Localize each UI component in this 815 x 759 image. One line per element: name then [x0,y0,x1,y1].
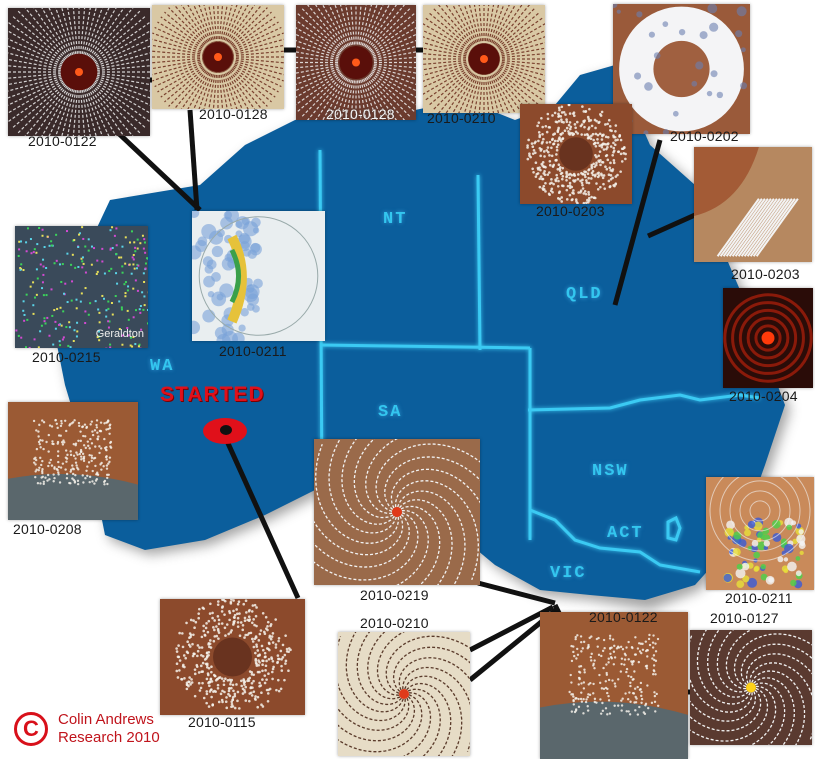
region-label-act: ACT [607,524,644,543]
photo-date-label: 2010-0122 [28,133,97,149]
photo-thumbnail[interactable] [520,104,632,204]
photo-thumbnail[interactable] [160,599,305,715]
connector-line [646,212,697,239]
photo-date-label: 2010-0203 [536,203,605,219]
photo-thumbnail[interactable] [690,630,812,745]
photo-thumbnail[interactable] [540,612,688,759]
photo-thumbnail[interactable] [423,5,545,113]
radar-image [540,612,688,759]
photo-thumbnail[interactable]: Geraldton [15,226,148,348]
radar-image [296,5,416,120]
photo-date-label: 2010-0210 [427,110,496,126]
photo-thumbnail[interactable] [192,211,325,341]
connector-line [219,428,301,600]
region-label-qld: QLD [566,285,603,304]
photo-thumbnail[interactable] [338,632,470,756]
photo-thumbnail[interactable] [694,147,812,262]
photo-date-label: 2010-0128 [199,106,268,122]
photo-thumbnail[interactable] [314,439,480,585]
region-label-sa: SA [378,403,403,422]
radar-image [192,211,325,341]
radar-image [423,5,545,113]
photo-thumbnail[interactable] [8,402,138,520]
credit: C Colin Andrews Research 2010 [14,711,160,747]
radar-image [15,226,148,348]
radar-image [338,632,470,756]
credit-line-1: Colin Andrews [58,711,154,728]
photo-thumbnail[interactable] [296,5,416,120]
connector-line [187,109,200,211]
region-label-wa: WA [150,357,175,376]
photo-thumbnail[interactable] [706,477,814,590]
photo-date-label: 2010-0204 [729,388,798,404]
photo-date-label: 2010-0203 [731,266,800,282]
started-marker[interactable] [201,416,249,446]
radar-image [690,630,812,745]
connector-line [468,604,555,653]
photo-thumbnail[interactable] [613,4,750,134]
radar-image [8,8,150,136]
radar-image [160,599,305,715]
radar-image [723,288,813,388]
radar-image [152,5,284,109]
photo-date-label: 2010-0115 [188,714,256,730]
photo-date-label: 2010-0215 [32,349,101,365]
connector-line [477,580,556,606]
photo-caption: Geraldton [95,328,144,340]
radar-image [706,477,814,590]
region-label-nt: NT [383,210,408,229]
photo-date-label: 2010-0202 [670,128,739,144]
photo-thumbnail[interactable] [723,288,813,388]
copyright-icon: C [14,712,48,746]
photo-date-label: 2010-0211 [725,590,793,606]
radar-image [314,439,480,585]
credit-text: Colin Andrews Research 2010 [58,711,160,747]
photo-date-label: 2010-0210 [360,615,429,631]
connector-line [612,139,663,306]
photo-date-label: 2010-0128 [326,106,395,122]
region-label-nsw: NSW [592,462,629,481]
radar-image [520,104,632,204]
photo-date-label: 2010-0219 [360,587,429,603]
photo-date-label: 2010-0122 [589,609,658,625]
photo-date-label: 2010-0211 [219,343,287,359]
connector-line [113,128,202,212]
photo-thumbnail[interactable] [8,8,150,136]
photo-date-label: 2010-0127 [710,610,779,626]
started-label: STARTED [160,383,265,406]
photo-date-label: 2010-0208 [13,521,82,537]
photo-thumbnail[interactable] [152,5,284,109]
credit-line-2: Research 2010 [58,729,160,746]
region-label-vic: VIC [550,564,587,583]
radar-image [613,4,750,134]
radar-image [8,402,138,520]
radar-image [694,147,812,262]
